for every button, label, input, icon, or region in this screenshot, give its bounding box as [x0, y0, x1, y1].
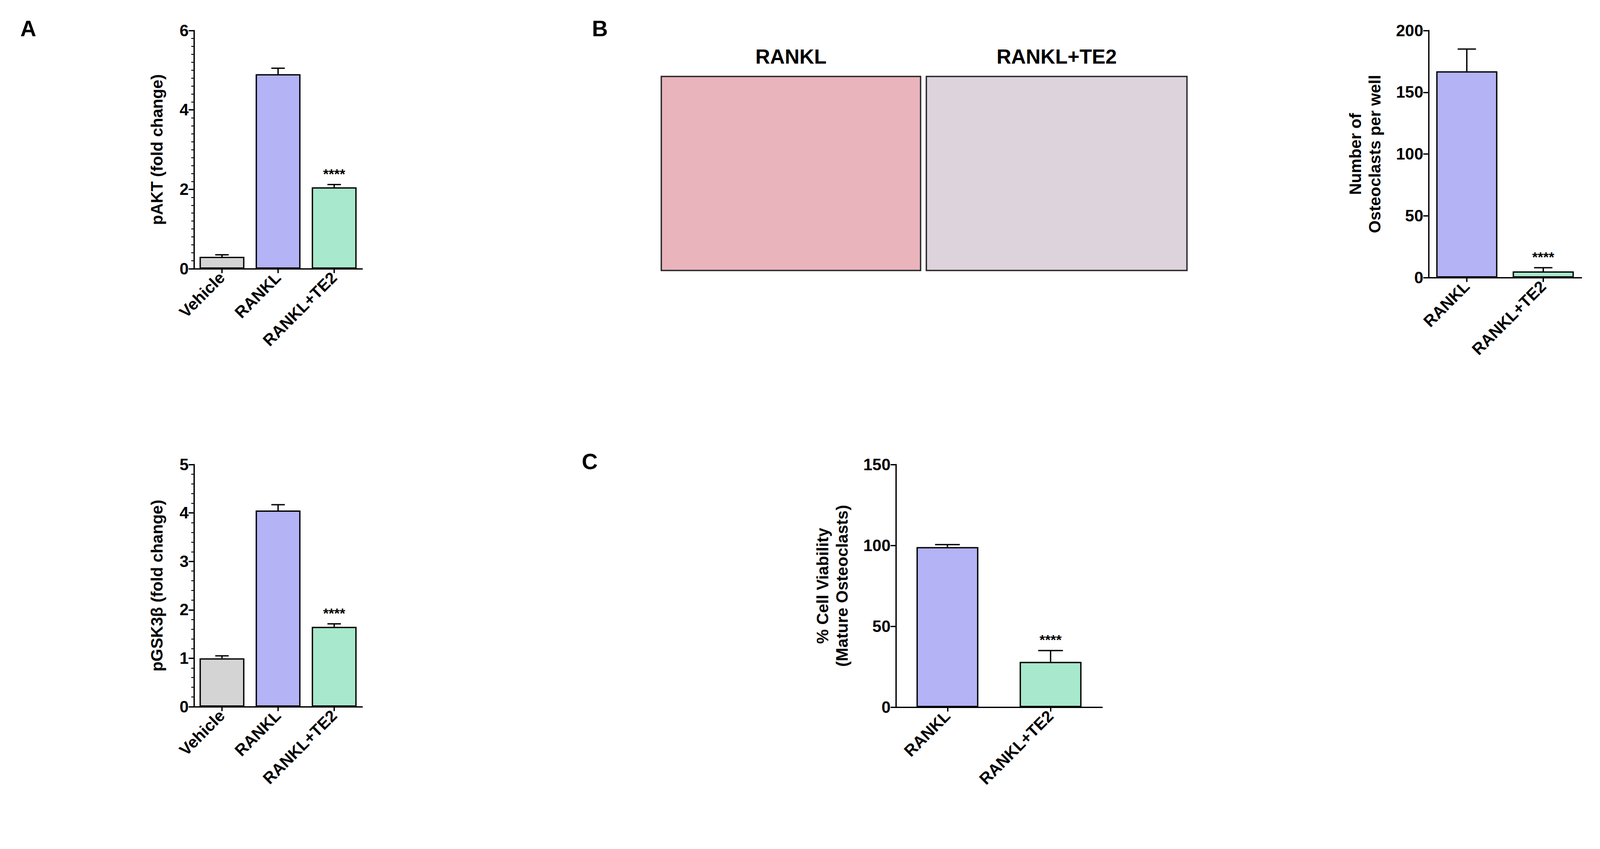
- svg-text:2: 2: [179, 600, 189, 619]
- svg-text:RANKL+TE2: RANKL+TE2: [975, 706, 1058, 789]
- svg-text:B: B: [591, 16, 608, 42]
- svg-text:% Cell Viability: % Cell Viability: [813, 527, 832, 644]
- svg-text:RANKL+TE2: RANKL+TE2: [1468, 277, 1550, 359]
- svg-text:(Mature Osteoclasts): (Mature Osteoclasts): [833, 504, 852, 667]
- svg-text:6: 6: [179, 21, 189, 40]
- svg-text:150: 150: [863, 455, 891, 474]
- svg-text:RANKL+TE2: RANKL+TE2: [996, 45, 1117, 69]
- svg-text:200: 200: [1395, 21, 1424, 40]
- svg-text:150: 150: [1395, 83, 1424, 102]
- svg-text:100: 100: [863, 536, 891, 555]
- svg-text:0: 0: [881, 697, 891, 717]
- svg-text:4: 4: [179, 503, 189, 522]
- svg-text:pAKT (fold change): pAKT (fold change): [147, 74, 167, 225]
- svg-text:50: 50: [872, 617, 891, 636]
- svg-text:Vehicle: Vehicle: [175, 706, 229, 759]
- svg-text:2: 2: [179, 180, 189, 199]
- svg-text:RANKL: RANKL: [231, 706, 285, 760]
- svg-text:Vehicle: Vehicle: [175, 268, 229, 322]
- svg-text:Osteoclasts per well: Osteoclasts per well: [1365, 75, 1384, 234]
- svg-text:RANKL+TE2: RANKL+TE2: [259, 706, 341, 788]
- svg-text:****: ****: [323, 605, 346, 622]
- svg-text:A: A: [20, 16, 37, 42]
- svg-text:****: ****: [1532, 249, 1555, 266]
- svg-text:50: 50: [1405, 206, 1424, 225]
- svg-text:4: 4: [179, 100, 189, 119]
- svg-text:****: ****: [323, 166, 346, 182]
- svg-text:100: 100: [1395, 144, 1424, 164]
- svg-text:RANKL: RANKL: [231, 268, 285, 323]
- svg-text:RANKL+TE2: RANKL+TE2: [259, 268, 341, 350]
- svg-text:RANKL: RANKL: [900, 706, 955, 761]
- svg-text:5: 5: [179, 455, 189, 474]
- svg-text:3: 3: [179, 552, 189, 571]
- svg-text:Number of: Number of: [1346, 112, 1365, 195]
- svg-text:0: 0: [1414, 268, 1424, 287]
- svg-text:RANKL: RANKL: [1419, 277, 1474, 331]
- svg-text:RANKL: RANKL: [755, 45, 827, 69]
- svg-text:C: C: [581, 449, 598, 474]
- svg-text:0: 0: [179, 697, 189, 716]
- svg-text:1: 1: [179, 648, 189, 668]
- svg-text:****: ****: [1039, 631, 1062, 648]
- svg-text:0: 0: [179, 259, 189, 278]
- svg-text:pGSK3β (fold change): pGSK3β (fold change): [147, 499, 167, 672]
